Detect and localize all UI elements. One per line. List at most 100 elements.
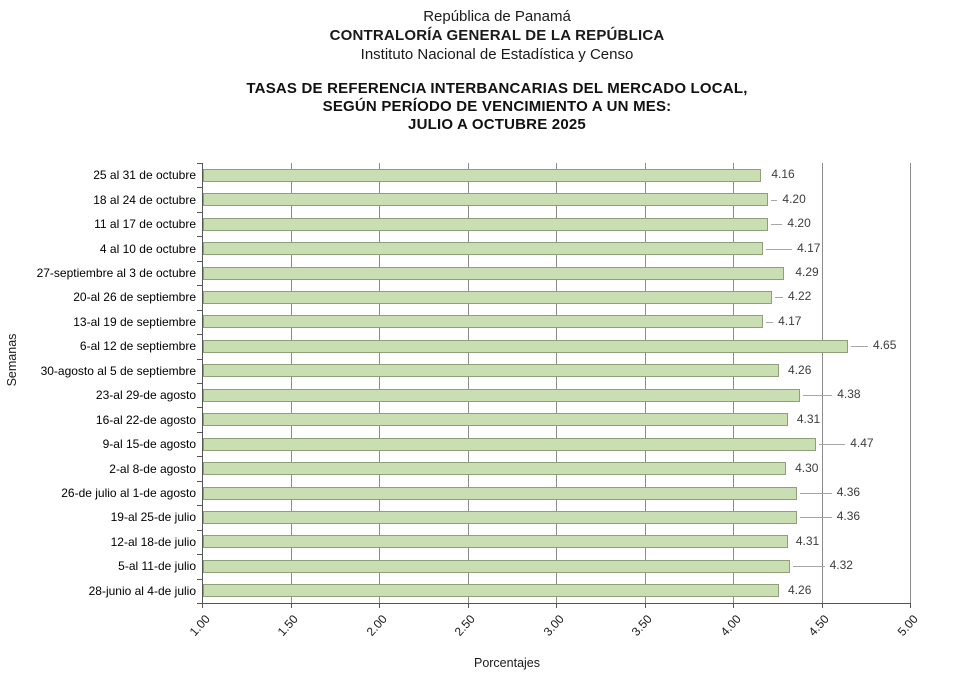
label-leader-line (803, 395, 833, 397)
chart-title: TASAS DE REFERENCIA INTERBANCARIAS DEL M… (37, 80, 957, 134)
value-label: 4.17 (797, 240, 821, 255)
y-axis-tick (197, 431, 202, 433)
gridline (910, 163, 911, 603)
header-department: Instituto Nacional de Estadística y Cens… (360, 46, 634, 63)
bar (203, 437, 817, 451)
label-leader-line (799, 517, 832, 519)
category-label: 26-de julio al 1-de agosto (61, 485, 196, 500)
x-axis-tick-label: 4.50 (805, 612, 832, 639)
category-label: 16-al 22-de agosto (95, 412, 196, 427)
bar (203, 168, 762, 182)
x-axis-tick-label: 1.50 (274, 612, 301, 639)
category-label: 11 al 17 de octubre (94, 217, 196, 232)
category-label: 18 al 24 de octubre (93, 192, 196, 207)
bar (203, 315, 764, 329)
x-axis-title: Porcentajes (473, 656, 540, 670)
category-label: 4 al 10 de octubre (99, 241, 196, 256)
bar (203, 242, 764, 256)
y-axis-tick (197, 334, 202, 336)
header-country: República de Panamá (423, 8, 571, 25)
bar (203, 193, 769, 207)
y-axis-tick (197, 529, 202, 531)
y-axis-tick (197, 456, 202, 458)
x-axis-tick (202, 604, 203, 608)
plot-area: 4.16 4.20 4.20 4.17 4.29 4.22 4.17 4.65 4.26 4.38… (197, 163, 911, 608)
gridline (733, 163, 734, 603)
value-label: 4.32 (829, 558, 853, 573)
x-axis-tick (467, 604, 469, 608)
x-axis-tick (821, 604, 823, 608)
y-axis-tick (197, 211, 202, 213)
value-label: 4.30 (795, 460, 819, 475)
category-label: 30-agosto al 5 de septiembre (40, 363, 196, 378)
category-label: 23-al 29-de agosto (95, 388, 196, 403)
y-axis-tick (197, 163, 202, 164)
value-label: 4.29 (795, 265, 819, 279)
x-axis-tick (379, 604, 380, 608)
y-axis-tick (197, 285, 202, 287)
bar (203, 388, 801, 402)
y-axis-tick (197, 260, 202, 262)
y-axis-tick (197, 480, 202, 482)
category-label: 5-al 11-de julio (118, 559, 196, 574)
value-label: 4.36 (836, 485, 861, 499)
bar (203, 510, 797, 524)
category-label: 20-al 26 de septiembre (73, 290, 196, 305)
x-axis-tick (290, 604, 292, 608)
label-leader-line (766, 321, 774, 323)
x-axis-tick (733, 604, 734, 608)
label-leader-line (819, 444, 846, 446)
value-label: 4.38 (837, 387, 861, 402)
chart-title-line-2: SEGÚN PERÍODO DE VENCIMIENTO A UN MES: (322, 98, 672, 115)
gridline (467, 163, 469, 603)
label-leader-line (792, 566, 825, 568)
y-axis-tick (197, 358, 202, 360)
x-axis-tick (556, 604, 557, 608)
value-label: 4.16 (771, 167, 795, 182)
category-label: 19-al 25-de julio (110, 510, 196, 525)
value-label: 4.31 (796, 411, 821, 426)
gridline (821, 163, 823, 603)
bar (203, 364, 780, 378)
category-label: 12-al 18-de julio (110, 534, 196, 549)
label-leader-line (799, 493, 832, 494)
bar (203, 413, 788, 427)
category-label: 13-al 19 de septiembre (73, 314, 196, 329)
value-label: 4.17 (778, 313, 802, 328)
bar (203, 290, 772, 304)
chart-title-line-1: TASAS DE REFERENCIA INTERBANCARIAS DEL M… (246, 80, 748, 97)
x-axis-tick-label: 2.00 (363, 612, 390, 639)
y-axis-tick (197, 187, 202, 189)
bar (203, 217, 769, 231)
y-axis-tick (197, 383, 202, 384)
gridline (379, 163, 380, 603)
bar (203, 339, 849, 353)
label-leader-line (771, 224, 783, 226)
value-label: 4.20 (787, 216, 811, 231)
x-axis-tick-label: 2.50 (451, 612, 478, 639)
y-axis-category-labels: 25 al 31 de octubre 18 al 24 de octubre 11… (0, 163, 196, 603)
y-axis-tick (197, 236, 202, 238)
gridline (290, 163, 292, 603)
category-label: 28-junio al 4-de julio (88, 583, 196, 598)
x-axis-tick-label: 4.00 (717, 612, 744, 639)
value-label: 4.65 (873, 338, 897, 353)
category-label: 6-al 12 de septiembre (79, 339, 196, 354)
x-axis-tick-label: 3.50 (628, 612, 655, 639)
label-leader-line (774, 297, 783, 299)
x-axis-line (202, 603, 911, 604)
value-label: 4.26 (788, 362, 812, 377)
x-axis-tick (910, 604, 911, 608)
y-axis-tick (197, 407, 202, 409)
label-leader-line (771, 199, 778, 201)
bar (203, 486, 797, 500)
category-label: 2-al 8-de agosto (109, 461, 196, 476)
x-axis-tick-label: 5.00 (894, 612, 921, 639)
category-label: 27-septiembre al 3 de octubre (36, 265, 196, 280)
gridline (556, 163, 557, 603)
value-label: 4.22 (787, 289, 812, 304)
y-axis-tick (197, 603, 202, 604)
bar (203, 535, 788, 549)
header-institution: CONTRALORÍA GENERAL DE LA REPÚBLICA (329, 27, 665, 44)
